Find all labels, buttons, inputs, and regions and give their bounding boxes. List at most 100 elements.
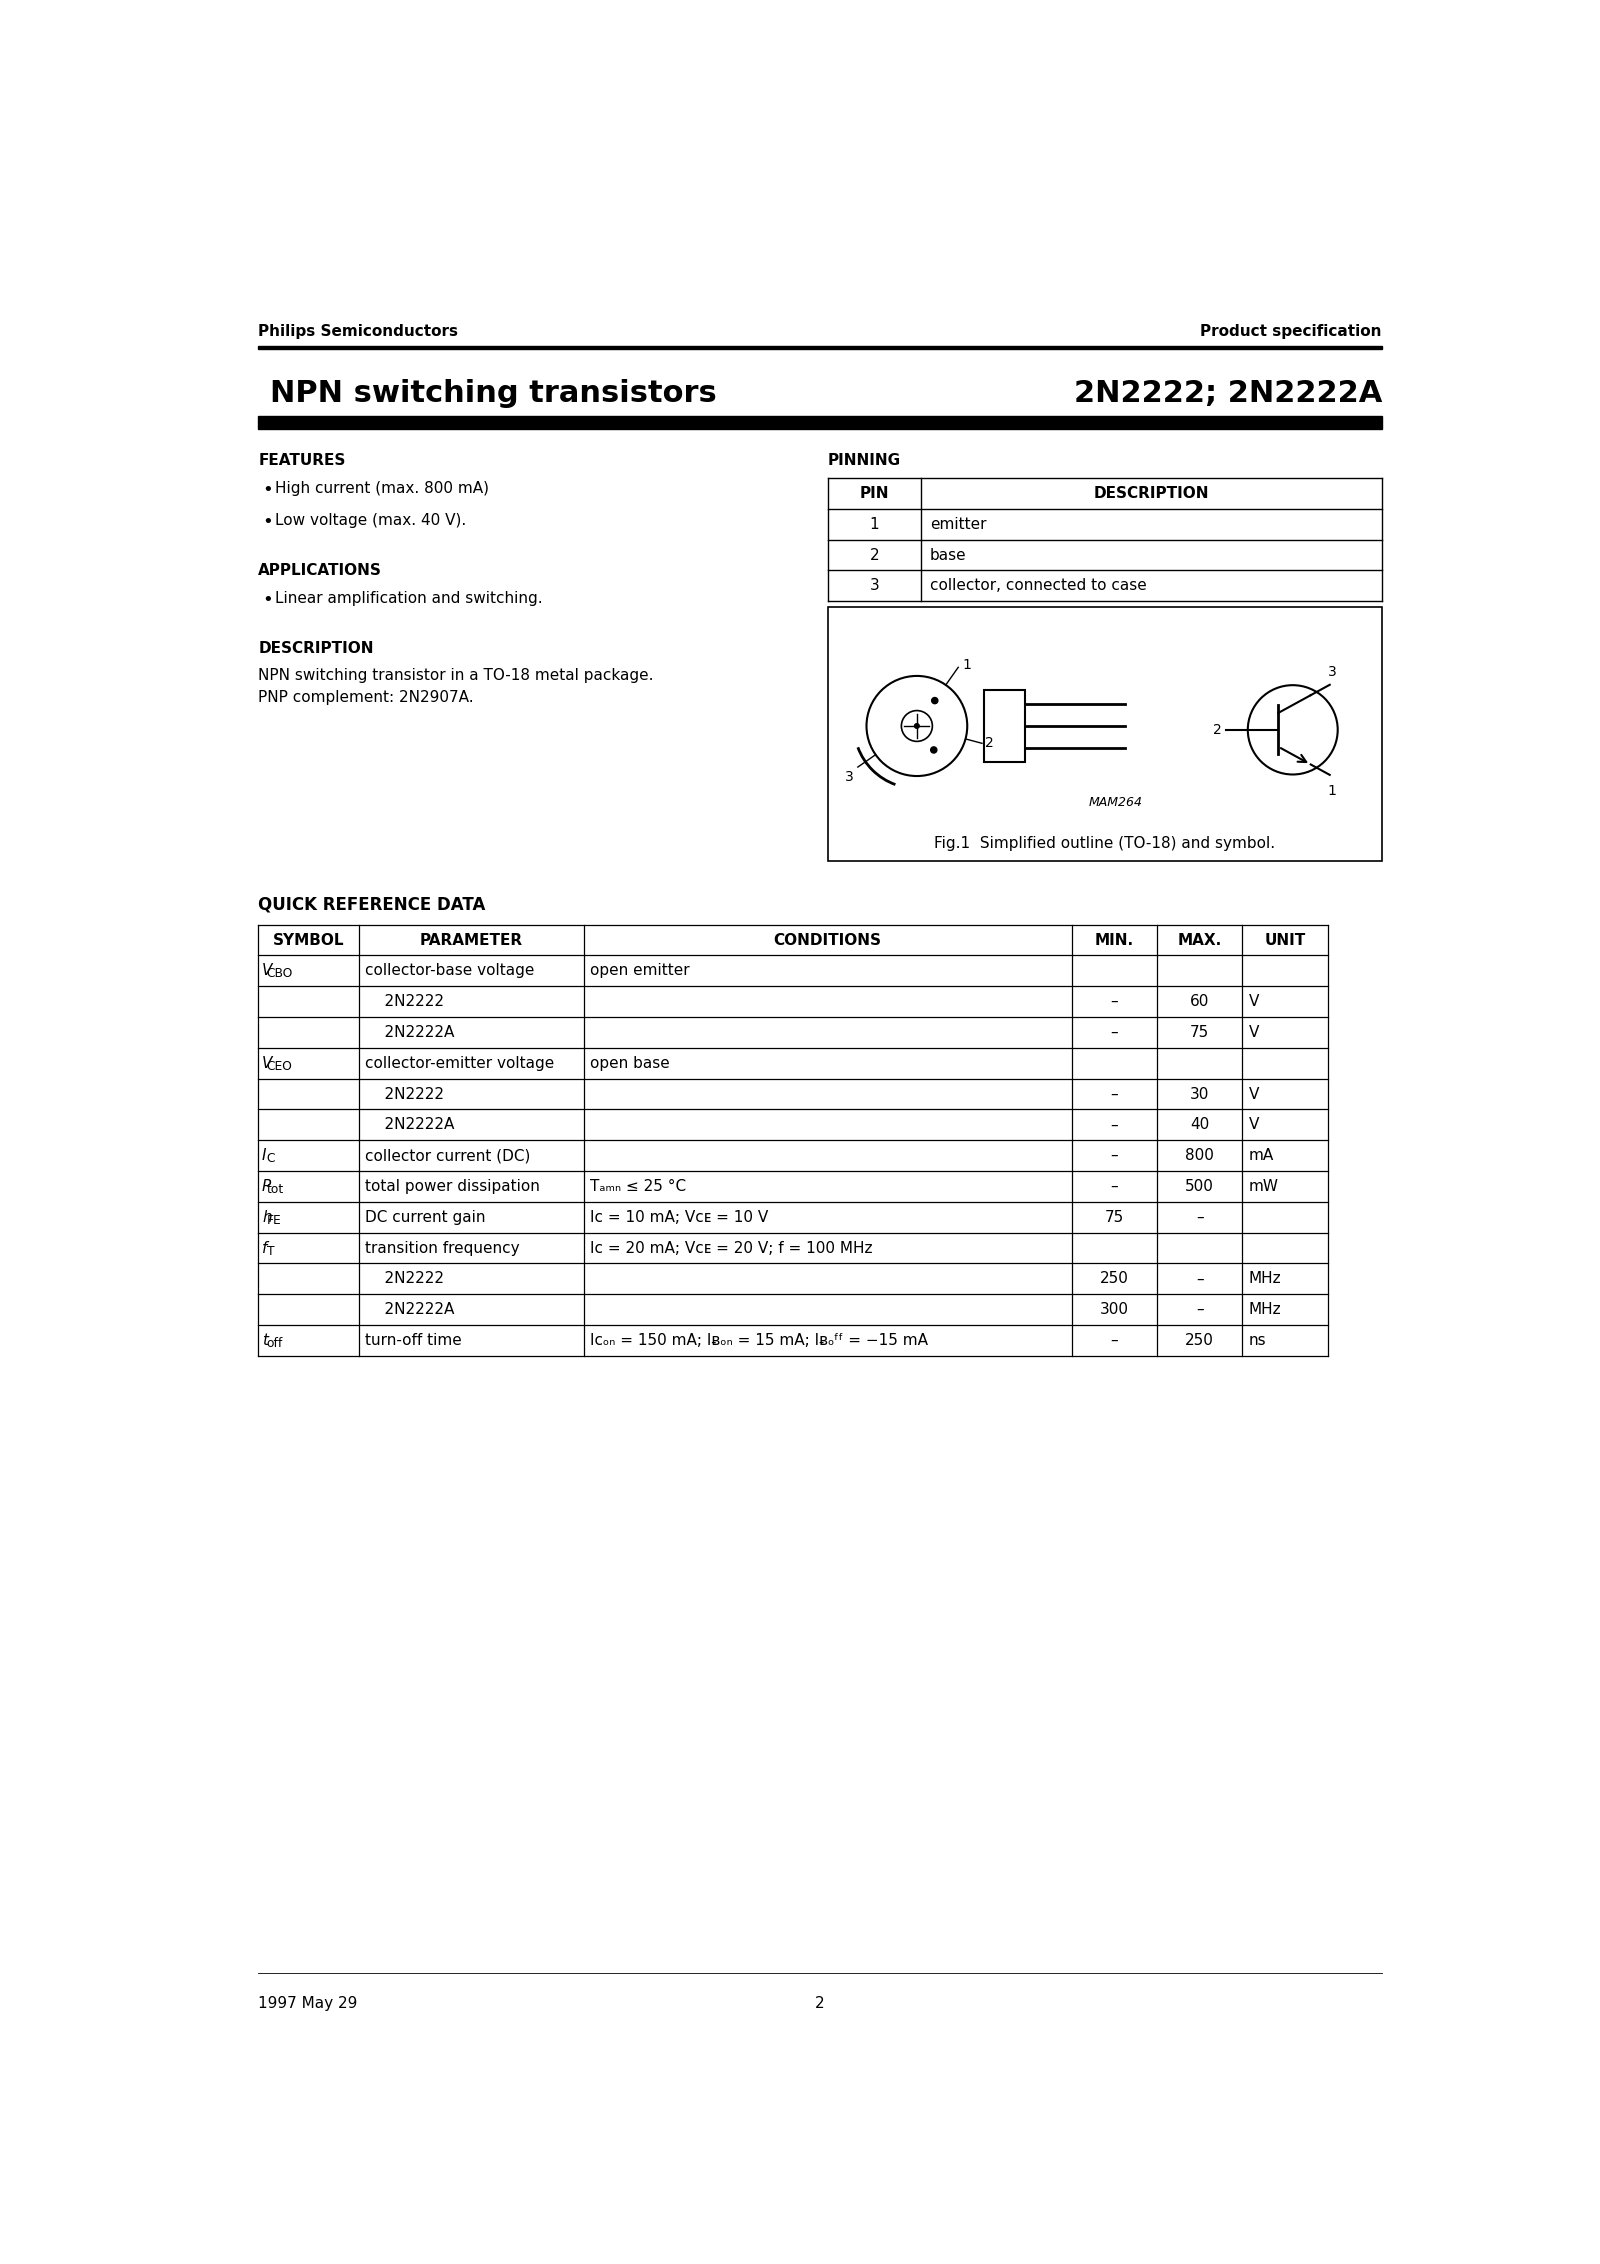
Text: –: – [1195, 1272, 1203, 1286]
Text: DESCRIPTION: DESCRIPTION [1093, 487, 1210, 500]
Text: ns: ns [1248, 1333, 1266, 1347]
Text: open emitter: open emitter [590, 964, 690, 978]
Text: 1: 1 [869, 516, 878, 532]
Text: 250: 250 [1101, 1272, 1130, 1286]
Text: PINNING: PINNING [827, 453, 901, 469]
Text: 2: 2 [814, 1997, 826, 2010]
Text: 250: 250 [1186, 1333, 1214, 1347]
Text: collector, connected to case: collector, connected to case [930, 577, 1147, 593]
Text: PARAMETER: PARAMETER [419, 933, 523, 949]
Text: h: h [262, 1209, 272, 1225]
Text: 2N2222: 2N2222 [365, 994, 445, 1010]
Text: I: I [262, 1148, 267, 1164]
Text: –: – [1110, 1087, 1118, 1103]
Text: CEO: CEO [267, 1060, 293, 1073]
Text: 500: 500 [1186, 1180, 1214, 1193]
Text: –: – [1110, 1026, 1118, 1039]
Text: NPN switching transistor in a TO-18 metal package.: NPN switching transistor in a TO-18 meta… [258, 668, 654, 684]
Text: Iᴄ = 20 mA; Vᴄᴇ = 20 V; f = 100 MHz: Iᴄ = 20 mA; Vᴄᴇ = 20 V; f = 100 MHz [590, 1241, 872, 1257]
Text: open base: open base [590, 1055, 669, 1071]
Text: V: V [1248, 1118, 1259, 1132]
Bar [984, 691, 1024, 763]
Circle shape [931, 747, 938, 754]
Text: CONDITIONS: CONDITIONS [774, 933, 882, 949]
Text: 2N2222; 2N2222A: 2N2222; 2N2222A [1074, 380, 1382, 408]
Text: 1997 May 29: 1997 May 29 [258, 1997, 357, 2010]
Text: High current (max. 800 mA): High current (max. 800 mA) [275, 482, 490, 496]
Text: PNP complement: 2N2907A.: PNP complement: 2N2907A. [258, 691, 474, 704]
Text: transition frequency: transition frequency [365, 1241, 520, 1257]
Text: DESCRIPTION: DESCRIPTION [258, 641, 374, 657]
Text: total power dissipation: total power dissipation [365, 1180, 539, 1193]
Text: Iᴄₒₙ = 150 mA; Iᴃₒₙ = 15 mA; Iᴃₒᶠᶠ = −15 mA: Iᴄₒₙ = 150 mA; Iᴃₒₙ = 15 mA; Iᴃₒᶠᶠ = −15… [590, 1333, 928, 1347]
Text: NPN switching transistors: NPN switching transistors [270, 380, 717, 408]
Text: •: • [262, 591, 272, 609]
Text: 60: 60 [1190, 994, 1210, 1010]
Text: –: – [1195, 1209, 1203, 1225]
Text: MAM264: MAM264 [1090, 797, 1142, 811]
Text: 2N2222A: 2N2222A [365, 1118, 454, 1132]
Text: –: – [1195, 1302, 1203, 1318]
Text: Product specification: Product specification [1200, 324, 1382, 340]
Text: –: – [1110, 994, 1118, 1010]
Bar [258, 346, 1382, 349]
Text: 2N2222: 2N2222 [365, 1272, 445, 1286]
Text: •: • [262, 514, 272, 532]
Text: collector-base voltage: collector-base voltage [365, 964, 534, 978]
Text: 2N2222A: 2N2222A [365, 1026, 454, 1039]
Text: –: – [1110, 1333, 1118, 1347]
Text: Low voltage (max. 40 V).: Low voltage (max. 40 V). [275, 514, 467, 528]
Text: 2: 2 [869, 548, 878, 561]
Text: off: off [267, 1338, 283, 1349]
Text: –: – [1110, 1148, 1118, 1164]
Circle shape [915, 724, 918, 729]
Text: P: P [262, 1180, 272, 1193]
Text: FEATURES: FEATURES [258, 453, 346, 469]
Text: collector current (DC): collector current (DC) [365, 1148, 531, 1164]
Text: APPLICATIONS: APPLICATIONS [258, 564, 382, 577]
Bar [827, 607, 1382, 860]
Text: PIN: PIN [859, 487, 890, 500]
Text: 2N2222: 2N2222 [365, 1087, 445, 1103]
Text: Philips Semiconductors: Philips Semiconductors [258, 324, 458, 340]
Text: CBO: CBO [267, 967, 293, 980]
Text: MHz: MHz [1248, 1302, 1282, 1318]
Text: C: C [267, 1152, 275, 1166]
Text: T: T [267, 1245, 274, 1257]
Circle shape [931, 697, 938, 704]
Text: 30: 30 [1190, 1087, 1210, 1103]
Text: t: t [262, 1333, 269, 1347]
Text: 2N2222A: 2N2222A [365, 1302, 454, 1318]
Text: mA: mA [1248, 1148, 1274, 1164]
Text: 1: 1 [962, 659, 971, 672]
Text: 75: 75 [1190, 1026, 1210, 1039]
Text: base: base [930, 548, 966, 561]
Text: UNIT: UNIT [1264, 933, 1306, 949]
Text: MIN.: MIN. [1094, 933, 1134, 949]
Text: QUICK REFERENCE DATA: QUICK REFERENCE DATA [258, 894, 485, 912]
Text: V: V [262, 964, 272, 978]
Text: 40: 40 [1190, 1118, 1210, 1132]
Text: Fig.1  Simplified outline (TO-18) and symbol.: Fig.1 Simplified outline (TO-18) and sym… [934, 835, 1275, 851]
Text: MHz: MHz [1248, 1272, 1282, 1286]
Text: turn-off time: turn-off time [365, 1333, 462, 1347]
Text: FE: FE [267, 1214, 282, 1227]
Text: f: f [262, 1241, 267, 1257]
Text: Linear amplification and switching.: Linear amplification and switching. [275, 591, 542, 607]
Text: DC current gain: DC current gain [365, 1209, 485, 1225]
Text: mW: mW [1248, 1180, 1278, 1193]
Text: V: V [1248, 994, 1259, 1010]
Text: 75: 75 [1106, 1209, 1125, 1225]
Text: 300: 300 [1101, 1302, 1130, 1318]
Text: Tₐₘₙ ≤ 25 °C: Tₐₘₙ ≤ 25 °C [590, 1180, 686, 1193]
Text: –: – [1110, 1180, 1118, 1193]
Text: 800: 800 [1186, 1148, 1214, 1164]
Text: 3: 3 [845, 770, 854, 783]
Text: V: V [1248, 1026, 1259, 1039]
Text: tot: tot [267, 1182, 283, 1195]
Text: 2: 2 [1213, 722, 1221, 736]
Text: V: V [1248, 1087, 1259, 1103]
Text: V: V [262, 1055, 272, 1071]
Text: Iᴄ = 10 mA; Vᴄᴇ = 10 V: Iᴄ = 10 mA; Vᴄᴇ = 10 V [590, 1209, 768, 1225]
Text: MAX.: MAX. [1178, 933, 1222, 949]
